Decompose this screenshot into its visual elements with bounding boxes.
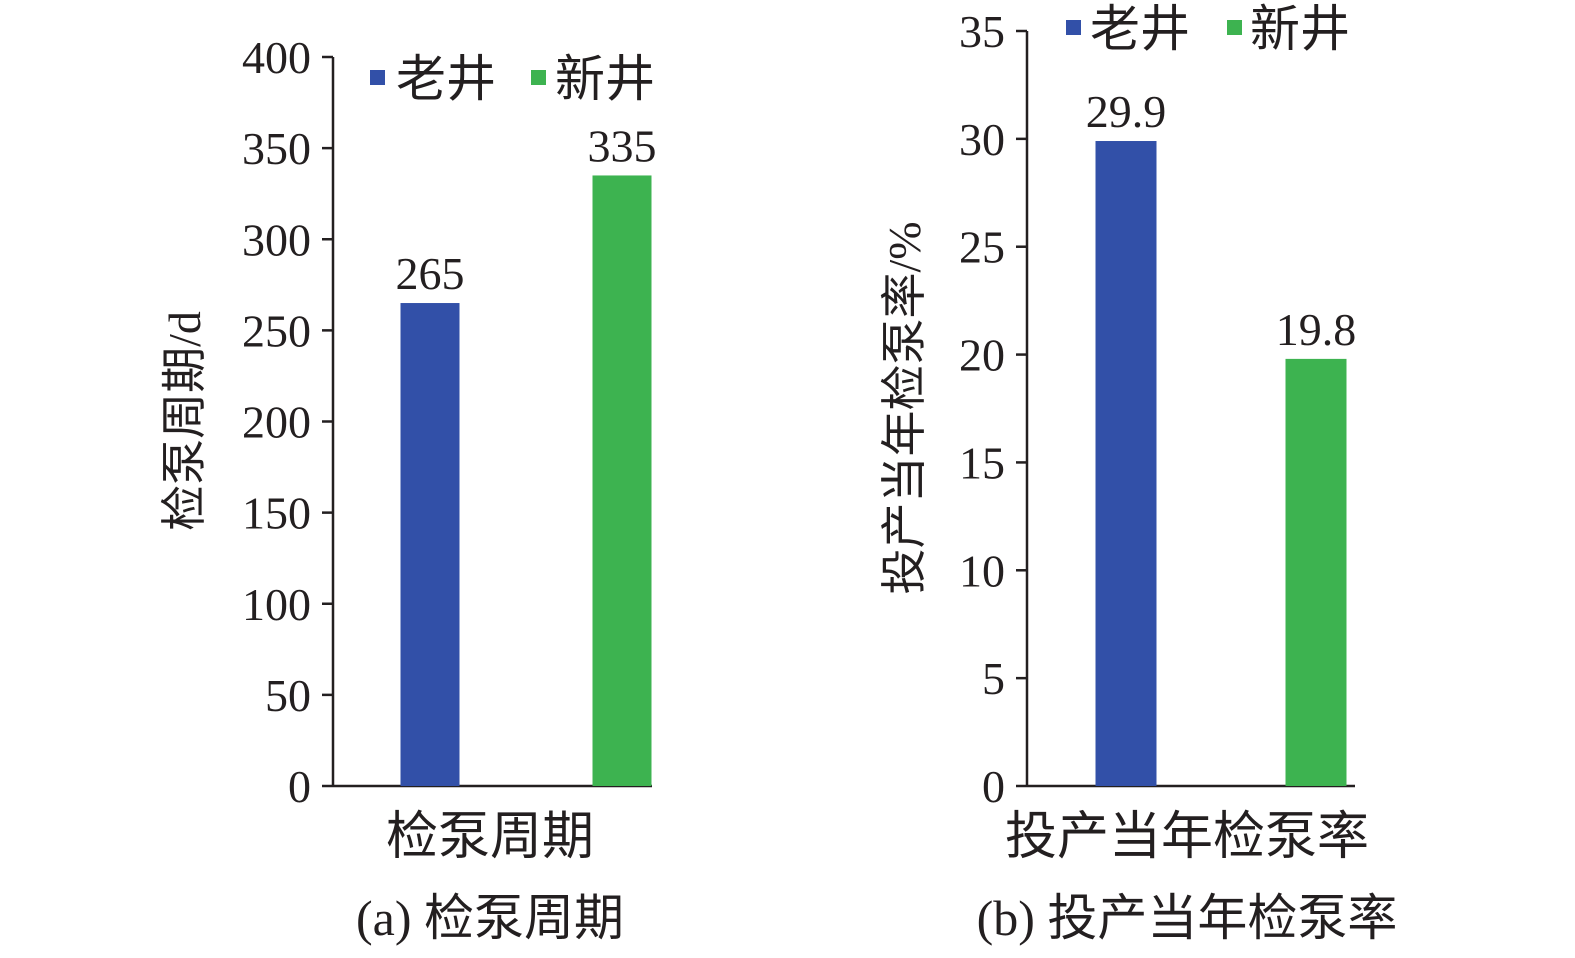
- panel-caption-b: (b) 投产当年检泵率: [977, 890, 1398, 946]
- data-labels: 29.9 19.8: [1086, 86, 1357, 355]
- data-label-new-well: 19.8: [1276, 304, 1357, 355]
- legend-label-old-well: 老井: [396, 51, 496, 107]
- y-tick-label-50: 50: [265, 670, 311, 721]
- bar-old-well: [400, 303, 460, 786]
- y-tick-label-400: 400: [242, 32, 311, 83]
- data-labels: 265 335: [396, 120, 657, 299]
- legend: 老井 新井: [370, 51, 655, 107]
- y-axis-ticks: 0 50 100 150 200 250 300 350 400: [242, 32, 333, 812]
- data-label-new-well: 335: [588, 120, 657, 171]
- y-tick-label-0: 0: [288, 761, 311, 812]
- y-axis-label: 投产当年检泵率/%: [879, 221, 930, 594]
- x-category-label: 检泵周期: [386, 809, 594, 866]
- y-axis-ticks: 0 5 10 15 20 25 30 35: [959, 6, 1027, 812]
- legend-label-new-well: 新井: [555, 51, 655, 107]
- bar-old-well: [1095, 141, 1157, 786]
- legend-swatch-new-well: [531, 70, 546, 85]
- bars: [400, 175, 652, 786]
- y-tick-label-25: 25: [959, 222, 1005, 273]
- bar-new-well: [592, 175, 652, 786]
- chart-panel-a: 0 50 100 150 200 250 300 350 400 265 335 老井 新井 检泵…: [159, 32, 657, 946]
- y-tick-label-35: 35: [959, 6, 1005, 57]
- y-tick-label-150: 150: [242, 488, 311, 539]
- bar-new-well: [1285, 358, 1347, 786]
- panel-caption-a: (a) 检泵周期: [356, 890, 624, 946]
- y-tick-label-15: 15: [959, 437, 1005, 488]
- legend-swatch-old-well: [370, 70, 385, 85]
- data-label-old-well: 265: [396, 248, 465, 299]
- y-tick-label-100: 100: [242, 579, 311, 630]
- y-tick-label-20: 20: [959, 330, 1005, 381]
- bars: [1095, 141, 1347, 786]
- y-axis-label: 检泵周期/d: [159, 311, 210, 531]
- y-tick-label-5: 5: [982, 653, 1005, 704]
- y-tick-label-250: 250: [242, 305, 311, 356]
- y-tick-label-0: 0: [982, 761, 1005, 812]
- y-tick-label-350: 350: [242, 123, 311, 174]
- legend: 老井 新井: [1066, 1, 1350, 57]
- legend-label-old-well: 老井: [1090, 1, 1190, 57]
- x-category-label: 投产当年检泵率: [1005, 809, 1369, 866]
- y-tick-label-200: 200: [242, 397, 311, 448]
- y-tick-label-300: 300: [242, 214, 311, 265]
- legend-label-new-well: 新井: [1250, 1, 1350, 57]
- data-label-old-well: 29.9: [1086, 86, 1167, 137]
- y-tick-label-30: 30: [959, 114, 1005, 165]
- y-tick-label-10: 10: [959, 545, 1005, 596]
- legend-swatch-old-well: [1066, 20, 1081, 35]
- legend-swatch-new-well: [1227, 20, 1242, 35]
